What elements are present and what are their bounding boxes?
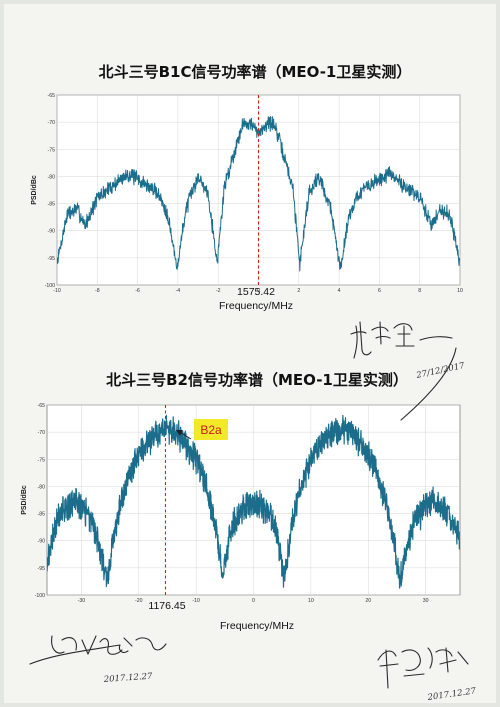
b2-x-axis-label: Frequency/MHz (220, 620, 294, 632)
b2-x-tick: -30 (78, 598, 86, 604)
b2-x-tick: 0 (252, 598, 255, 604)
b1c-y-tick: -95 (48, 256, 56, 262)
b1c-x-axis-label: Frequency/MHz (219, 300, 293, 312)
b2-y-tick: -95 (38, 566, 46, 572)
b2a-callout-box (194, 419, 228, 440)
b1c-center-frequency-label: 1575.42 (237, 286, 275, 298)
b2-y-tick: -85 (38, 512, 46, 518)
b1c-chart: 北斗三号B1C信号功率谱（MEO-1卫星实测） -10 -8 -6 -4 -2 … (31, 63, 463, 312)
b2-y-tick: -80 (38, 484, 46, 490)
b1c-x-tick: -10 (53, 288, 61, 294)
b1c-grid (56, 94, 461, 286)
b2-x-ticks: -30 -20 -10 0 10 20 30 (78, 598, 429, 604)
b2-y-tick: -65 (38, 403, 46, 409)
b2-chart: 北斗三号B2信号功率谱（MEO-1卫星实测） -30 -20 -10 0 10 … (21, 371, 461, 632)
b2a-callout-label: B2a (200, 423, 222, 437)
b2-y-tick: -100 (35, 593, 45, 599)
b2-x-tick: 10 (308, 598, 314, 604)
b1c-y-tick: -70 (48, 120, 56, 126)
b2-y-axis-label: PSD/dBc (21, 485, 28, 515)
b1c-x-tick: 0 (257, 288, 260, 294)
b2-x-tick: 30 (423, 598, 429, 604)
b2-y-ticks: -65 -70 -75 -80 -85 -90 -95 -100 (35, 403, 46, 599)
b2-y-tick: -75 (38, 457, 46, 463)
signature-date-bottom-left: 2017.12.27 (103, 672, 154, 685)
b2-y-tick: -70 (38, 430, 46, 436)
b2-x-tick: -10 (192, 598, 200, 604)
b1c-y-tick: -85 (48, 202, 56, 208)
b1c-x-tick: 4 (338, 288, 341, 294)
b1c-y-tick: -75 (48, 147, 56, 153)
b1c-x-ticks: -10 -8 -6 -4 -2 0 2 4 6 8 10 (53, 288, 463, 294)
b2-x-tick: 20 (365, 598, 371, 604)
b2a-callout-arrow-head (176, 430, 183, 436)
b1c-y-tick: -80 (48, 174, 56, 180)
b1c-y-tick: -90 (48, 229, 56, 235)
signature-bottom-left: 2017.12.27 (29, 635, 167, 685)
b2-y-tick: -90 (38, 539, 46, 545)
b1c-x-tick: -6 (135, 288, 140, 294)
b1c-y-tick: -65 (48, 93, 56, 99)
b1c-x-tick: 2 (297, 288, 300, 294)
b1c-x-tick: -8 (95, 288, 100, 294)
b1c-x-tick: -2 (216, 288, 221, 294)
b1c-x-tick: 8 (418, 288, 421, 294)
b1c-x-tick: -4 (176, 288, 181, 294)
b2-chart-title: 北斗三号B2信号功率谱（MEO-1卫星实测） (106, 371, 408, 389)
b1c-x-tick: 10 (457, 288, 463, 294)
b1c-y-axis-label: PSD/dBc (31, 175, 38, 205)
b2-x-tick: -20 (135, 598, 143, 604)
b1c-y-tick: -100 (45, 283, 55, 289)
b2a-center-frequency-label: 1176.45 (148, 600, 185, 612)
b2-psd-series (47, 414, 460, 589)
b1c-chart-title: 北斗三号B1C信号功率谱（MEO-1卫星实测） (99, 63, 412, 81)
b1c-x-tick: 6 (378, 288, 381, 294)
b1c-y-ticks: -65 -70 -75 -80 -85 -90 -95 -100 (45, 93, 56, 289)
